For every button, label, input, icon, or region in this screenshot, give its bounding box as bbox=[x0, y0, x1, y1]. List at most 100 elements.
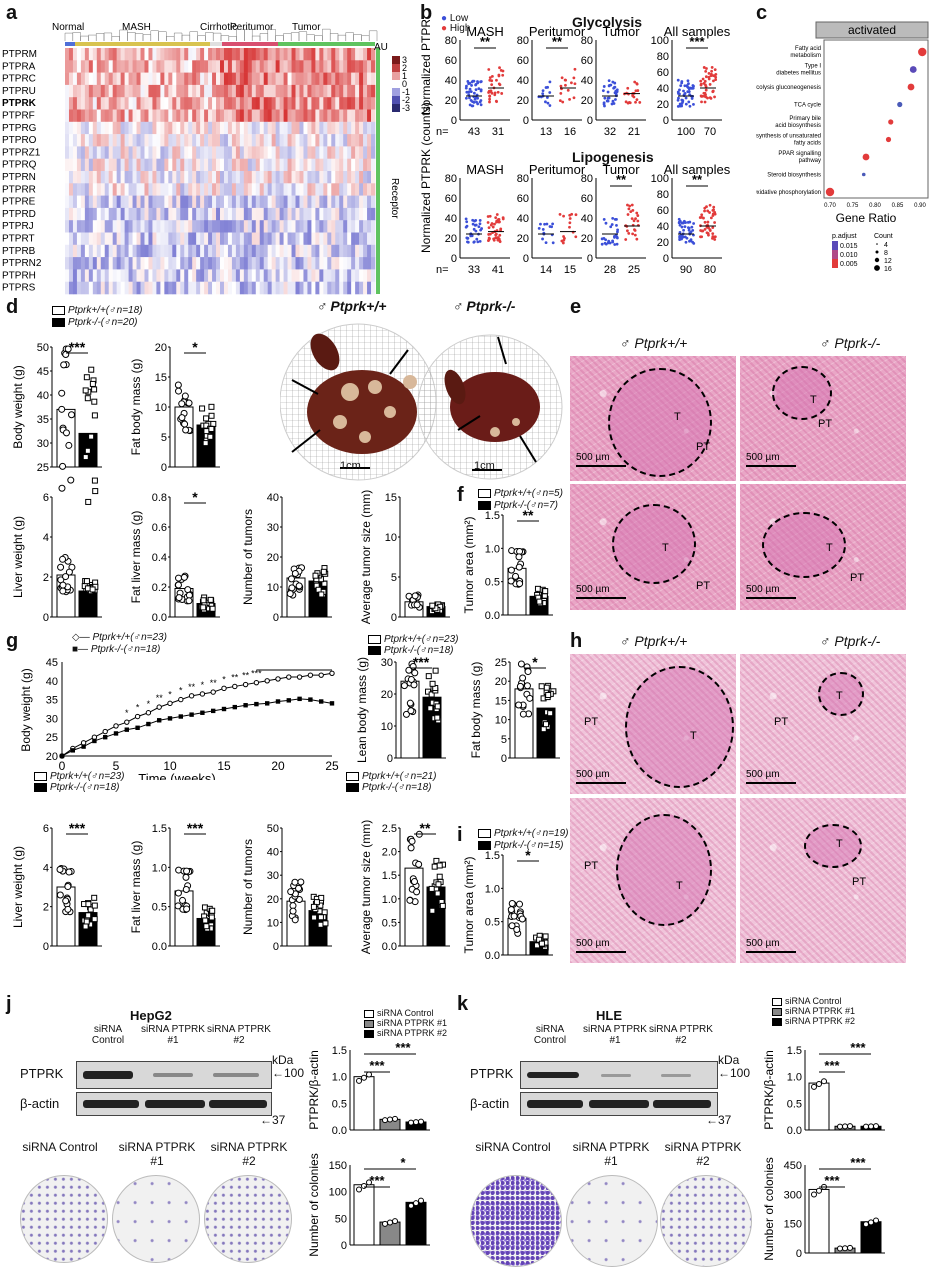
g-sig: ** bbox=[210, 678, 218, 688]
heatmap-cell bbox=[180, 183, 185, 196]
heatmap-cell bbox=[128, 195, 133, 209]
heatmap-cell bbox=[132, 269, 137, 282]
heatmap-cell bbox=[112, 158, 117, 172]
heatmap-cell bbox=[192, 134, 197, 147]
heatmap-cell bbox=[307, 183, 312, 196]
heatmap-cell bbox=[208, 183, 213, 196]
heatmap-cell bbox=[176, 146, 181, 159]
b-point bbox=[488, 214, 492, 218]
heatmap-cell bbox=[108, 232, 113, 246]
heatmap-cell bbox=[65, 269, 70, 282]
heatmap-cell bbox=[212, 207, 217, 221]
heatmap-cell bbox=[223, 207, 229, 221]
b-point bbox=[602, 102, 606, 106]
heatmap-cell bbox=[295, 60, 300, 73]
b-point bbox=[703, 209, 706, 213]
heatmap-cell bbox=[84, 220, 90, 233]
bar-point-ko bbox=[429, 602, 436, 609]
heatmap-cell bbox=[220, 257, 225, 270]
heatmap-cell bbox=[152, 121, 157, 135]
heatmap-cell bbox=[136, 109, 141, 123]
heatmap-cell bbox=[180, 146, 185, 159]
heatmap-cell bbox=[196, 134, 201, 147]
b-point bbox=[568, 217, 572, 220]
he-image: T PT 500 µm bbox=[740, 356, 906, 481]
g-bar-legend-wt: Ptprk+/+(♂n=23) bbox=[368, 634, 458, 645]
heatmap-cell bbox=[192, 146, 197, 159]
heatmap-cell bbox=[279, 121, 284, 135]
heatmap-cell bbox=[176, 97, 181, 110]
bar-point-ko bbox=[310, 903, 317, 910]
heatmap-cell bbox=[347, 60, 352, 73]
b-n: 70 bbox=[704, 126, 716, 138]
bar-ylabel: Number of tumors bbox=[241, 509, 255, 605]
bar-point-ko bbox=[208, 403, 215, 410]
heatmap-cell bbox=[84, 171, 90, 184]
heatmap-cell bbox=[80, 220, 86, 233]
heatmap-cell bbox=[359, 207, 364, 221]
heatmap-cell bbox=[347, 244, 352, 258]
bar-point-ko bbox=[85, 912, 92, 919]
b-point bbox=[632, 219, 636, 223]
gene-label: PTPRM bbox=[2, 49, 37, 60]
heatmap-cell bbox=[363, 183, 368, 196]
heatmap-cell bbox=[76, 97, 82, 110]
b-point bbox=[624, 100, 628, 104]
colorbar-swatch bbox=[392, 56, 400, 64]
c-count-tick: 4 bbox=[884, 242, 888, 249]
b-point bbox=[543, 222, 546, 226]
tri-tick: 1.0 bbox=[787, 1072, 802, 1084]
heatmap-cell bbox=[180, 244, 185, 258]
b-n-label: n= bbox=[436, 126, 449, 138]
tri-sig: *** bbox=[824, 1173, 840, 1188]
bar-point-wt bbox=[519, 710, 527, 718]
heatmap-cell bbox=[65, 121, 70, 135]
b-point bbox=[678, 104, 682, 108]
heatmap-cell bbox=[212, 257, 217, 270]
heatmap-cell bbox=[204, 72, 209, 86]
b-point bbox=[500, 92, 504, 95]
heatmap-cell bbox=[347, 109, 352, 123]
heatmap-cell bbox=[367, 171, 372, 184]
heatmap-cell bbox=[148, 244, 153, 258]
heatmap-cell bbox=[367, 146, 372, 159]
b-point bbox=[475, 100, 478, 104]
heatmap-cell bbox=[243, 97, 249, 110]
b-point bbox=[677, 92, 680, 95]
heatmap-cell bbox=[351, 109, 356, 123]
heatmap-cell bbox=[295, 97, 300, 110]
heatmap-cell bbox=[271, 84, 276, 98]
heatmap-cell bbox=[343, 146, 348, 159]
heatmap-cell bbox=[140, 244, 145, 258]
bar-tick: 40 bbox=[267, 492, 279, 504]
heatmap-cell bbox=[92, 84, 98, 98]
tri-point bbox=[387, 1219, 393, 1226]
heatmap-cell bbox=[184, 60, 189, 73]
heatmap-cell bbox=[136, 72, 141, 86]
heatmap-cell bbox=[188, 183, 193, 196]
heatmap-cell bbox=[80, 171, 86, 184]
heatmap-cell bbox=[196, 244, 201, 258]
b-point bbox=[628, 204, 632, 208]
heatmap-cell bbox=[259, 232, 265, 246]
heatmap-cell bbox=[307, 220, 312, 233]
heatmap-cell bbox=[287, 220, 292, 233]
tri-sig: * bbox=[400, 1155, 406, 1170]
colorbar-tick: -1 bbox=[402, 87, 410, 97]
heatmap-cell bbox=[160, 281, 165, 295]
c-xtick: 0.80 bbox=[869, 203, 881, 209]
b-point bbox=[466, 80, 470, 83]
b-plot-title: Tumor bbox=[602, 162, 640, 177]
b-point bbox=[702, 66, 706, 69]
heatmap-cell bbox=[299, 60, 304, 73]
g-point-ko bbox=[178, 714, 183, 719]
heatmap-cell bbox=[363, 269, 368, 282]
heatmap-cell bbox=[128, 269, 133, 282]
colorbar-tick: -2 bbox=[402, 95, 410, 105]
heatmap-cell bbox=[144, 134, 149, 147]
heatmap-cell bbox=[359, 281, 364, 295]
b-point bbox=[713, 235, 717, 239]
heatmap-cell bbox=[235, 48, 241, 61]
heatmap-cell bbox=[188, 134, 193, 147]
heatmap-cell bbox=[204, 195, 209, 209]
